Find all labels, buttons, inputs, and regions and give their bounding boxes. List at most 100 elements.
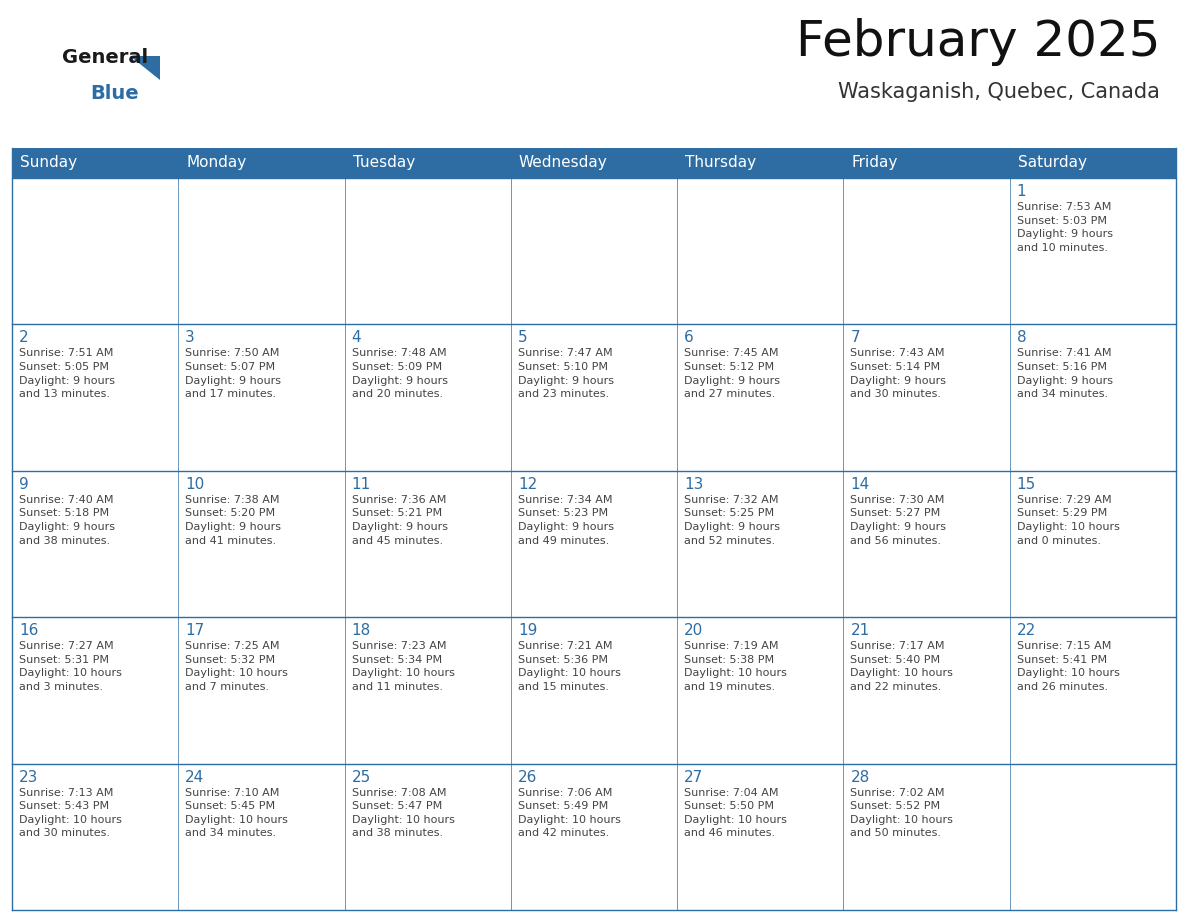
Bar — [345, 617, 511, 764]
Polygon shape — [129, 56, 160, 80]
Text: Sunrise: 7:23 AM
Sunset: 5:34 PM
Daylight: 10 hours
and 11 minutes.: Sunrise: 7:23 AM Sunset: 5:34 PM Dayligh… — [352, 641, 455, 692]
Text: Sunrise: 7:10 AM
Sunset: 5:45 PM
Daylight: 10 hours
and 34 minutes.: Sunrise: 7:10 AM Sunset: 5:45 PM Dayligh… — [185, 788, 289, 838]
Text: Sunrise: 7:13 AM
Sunset: 5:43 PM
Daylight: 10 hours
and 30 minutes.: Sunrise: 7:13 AM Sunset: 5:43 PM Dayligh… — [19, 788, 122, 838]
Text: 26: 26 — [518, 769, 537, 785]
Bar — [345, 764, 511, 910]
Bar — [677, 617, 843, 764]
Bar — [677, 471, 843, 617]
Text: 5: 5 — [518, 330, 527, 345]
Text: Sunrise: 7:53 AM
Sunset: 5:03 PM
Daylight: 9 hours
and 10 minutes.: Sunrise: 7:53 AM Sunset: 5:03 PM Dayligh… — [1017, 202, 1113, 252]
Text: 24: 24 — [185, 769, 204, 785]
Text: Saturday: Saturday — [1018, 155, 1087, 171]
Bar — [511, 178, 677, 324]
Text: Monday: Monday — [187, 155, 247, 171]
Bar — [178, 764, 345, 910]
Bar — [178, 324, 345, 471]
Text: 12: 12 — [518, 476, 537, 492]
Bar — [1010, 178, 1176, 324]
Text: Sunrise: 7:47 AM
Sunset: 5:10 PM
Daylight: 9 hours
and 23 minutes.: Sunrise: 7:47 AM Sunset: 5:10 PM Dayligh… — [518, 349, 614, 399]
Text: Sunrise: 7:40 AM
Sunset: 5:18 PM
Daylight: 9 hours
and 38 minutes.: Sunrise: 7:40 AM Sunset: 5:18 PM Dayligh… — [19, 495, 115, 545]
Text: 1: 1 — [1017, 184, 1026, 199]
Text: 3: 3 — [185, 330, 195, 345]
Text: Sunrise: 7:21 AM
Sunset: 5:36 PM
Daylight: 10 hours
and 15 minutes.: Sunrise: 7:21 AM Sunset: 5:36 PM Dayligh… — [518, 641, 621, 692]
Text: 21: 21 — [851, 623, 870, 638]
Text: 11: 11 — [352, 476, 371, 492]
Text: 17: 17 — [185, 623, 204, 638]
Text: 18: 18 — [352, 623, 371, 638]
Bar — [843, 471, 1010, 617]
Text: Sunrise: 7:41 AM
Sunset: 5:16 PM
Daylight: 9 hours
and 34 minutes.: Sunrise: 7:41 AM Sunset: 5:16 PM Dayligh… — [1017, 349, 1113, 399]
Text: General: General — [62, 48, 148, 67]
Text: Tuesday: Tuesday — [353, 155, 415, 171]
Text: Sunrise: 7:17 AM
Sunset: 5:40 PM
Daylight: 10 hours
and 22 minutes.: Sunrise: 7:17 AM Sunset: 5:40 PM Dayligh… — [851, 641, 953, 692]
Text: Sunrise: 7:51 AM
Sunset: 5:05 PM
Daylight: 9 hours
and 13 minutes.: Sunrise: 7:51 AM Sunset: 5:05 PM Dayligh… — [19, 349, 115, 399]
Text: 20: 20 — [684, 623, 703, 638]
Text: 2: 2 — [19, 330, 29, 345]
Text: Thursday: Thursday — [685, 155, 757, 171]
Text: Sunrise: 7:04 AM
Sunset: 5:50 PM
Daylight: 10 hours
and 46 minutes.: Sunrise: 7:04 AM Sunset: 5:50 PM Dayligh… — [684, 788, 786, 838]
Text: 8: 8 — [1017, 330, 1026, 345]
Bar — [345, 324, 511, 471]
Bar — [677, 178, 843, 324]
Text: 4: 4 — [352, 330, 361, 345]
Text: Sunrise: 7:02 AM
Sunset: 5:52 PM
Daylight: 10 hours
and 50 minutes.: Sunrise: 7:02 AM Sunset: 5:52 PM Dayligh… — [851, 788, 953, 838]
Bar — [843, 324, 1010, 471]
Bar — [178, 617, 345, 764]
Bar — [511, 471, 677, 617]
Bar — [1010, 324, 1176, 471]
Bar — [677, 764, 843, 910]
Text: Sunrise: 7:08 AM
Sunset: 5:47 PM
Daylight: 10 hours
and 38 minutes.: Sunrise: 7:08 AM Sunset: 5:47 PM Dayligh… — [352, 788, 455, 838]
Text: Sunrise: 7:43 AM
Sunset: 5:14 PM
Daylight: 9 hours
and 30 minutes.: Sunrise: 7:43 AM Sunset: 5:14 PM Dayligh… — [851, 349, 947, 399]
Text: Blue: Blue — [90, 84, 139, 103]
Text: 6: 6 — [684, 330, 694, 345]
Text: Sunrise: 7:15 AM
Sunset: 5:41 PM
Daylight: 10 hours
and 26 minutes.: Sunrise: 7:15 AM Sunset: 5:41 PM Dayligh… — [1017, 641, 1119, 692]
Text: Sunrise: 7:29 AM
Sunset: 5:29 PM
Daylight: 10 hours
and 0 minutes.: Sunrise: 7:29 AM Sunset: 5:29 PM Dayligh… — [1017, 495, 1119, 545]
Text: Sunrise: 7:36 AM
Sunset: 5:21 PM
Daylight: 9 hours
and 45 minutes.: Sunrise: 7:36 AM Sunset: 5:21 PM Dayligh… — [352, 495, 448, 545]
Text: Sunrise: 7:06 AM
Sunset: 5:49 PM
Daylight: 10 hours
and 42 minutes.: Sunrise: 7:06 AM Sunset: 5:49 PM Dayligh… — [518, 788, 621, 838]
Text: 13: 13 — [684, 476, 703, 492]
Text: 22: 22 — [1017, 623, 1036, 638]
Text: Waskaganish, Quebec, Canada: Waskaganish, Quebec, Canada — [838, 82, 1159, 102]
Text: Sunrise: 7:30 AM
Sunset: 5:27 PM
Daylight: 9 hours
and 56 minutes.: Sunrise: 7:30 AM Sunset: 5:27 PM Dayligh… — [851, 495, 947, 545]
Bar — [843, 617, 1010, 764]
Bar — [178, 471, 345, 617]
Bar — [1010, 617, 1176, 764]
Bar — [12, 764, 178, 910]
Text: Sunrise: 7:27 AM
Sunset: 5:31 PM
Daylight: 10 hours
and 3 minutes.: Sunrise: 7:27 AM Sunset: 5:31 PM Dayligh… — [19, 641, 122, 692]
Bar — [511, 764, 677, 910]
Bar — [12, 178, 178, 324]
Text: Friday: Friday — [852, 155, 898, 171]
Text: Sunrise: 7:34 AM
Sunset: 5:23 PM
Daylight: 9 hours
and 49 minutes.: Sunrise: 7:34 AM Sunset: 5:23 PM Dayligh… — [518, 495, 614, 545]
Bar — [843, 764, 1010, 910]
Text: Sunrise: 7:32 AM
Sunset: 5:25 PM
Daylight: 9 hours
and 52 minutes.: Sunrise: 7:32 AM Sunset: 5:25 PM Dayligh… — [684, 495, 781, 545]
Bar — [511, 617, 677, 764]
Text: Wednesday: Wednesday — [519, 155, 607, 171]
Bar — [12, 471, 178, 617]
Text: Sunrise: 7:45 AM
Sunset: 5:12 PM
Daylight: 9 hours
and 27 minutes.: Sunrise: 7:45 AM Sunset: 5:12 PM Dayligh… — [684, 349, 781, 399]
Bar — [12, 148, 1176, 178]
Text: Sunrise: 7:19 AM
Sunset: 5:38 PM
Daylight: 10 hours
and 19 minutes.: Sunrise: 7:19 AM Sunset: 5:38 PM Dayligh… — [684, 641, 786, 692]
Text: 15: 15 — [1017, 476, 1036, 492]
Bar — [1010, 764, 1176, 910]
Text: 19: 19 — [518, 623, 537, 638]
Text: 16: 16 — [19, 623, 38, 638]
Text: 28: 28 — [851, 769, 870, 785]
Text: Sunrise: 7:38 AM
Sunset: 5:20 PM
Daylight: 9 hours
and 41 minutes.: Sunrise: 7:38 AM Sunset: 5:20 PM Dayligh… — [185, 495, 282, 545]
Text: Sunrise: 7:48 AM
Sunset: 5:09 PM
Daylight: 9 hours
and 20 minutes.: Sunrise: 7:48 AM Sunset: 5:09 PM Dayligh… — [352, 349, 448, 399]
Text: 27: 27 — [684, 769, 703, 785]
Bar — [843, 178, 1010, 324]
Text: 14: 14 — [851, 476, 870, 492]
Text: February 2025: February 2025 — [796, 18, 1159, 66]
Bar — [677, 324, 843, 471]
Text: Sunrise: 7:25 AM
Sunset: 5:32 PM
Daylight: 10 hours
and 7 minutes.: Sunrise: 7:25 AM Sunset: 5:32 PM Dayligh… — [185, 641, 289, 692]
Bar — [12, 617, 178, 764]
Bar — [12, 324, 178, 471]
Text: 7: 7 — [851, 330, 860, 345]
Text: 25: 25 — [352, 769, 371, 785]
Bar — [345, 178, 511, 324]
Text: 23: 23 — [19, 769, 38, 785]
Text: 9: 9 — [19, 476, 29, 492]
Bar — [511, 324, 677, 471]
Text: Sunday: Sunday — [20, 155, 77, 171]
Text: 10: 10 — [185, 476, 204, 492]
